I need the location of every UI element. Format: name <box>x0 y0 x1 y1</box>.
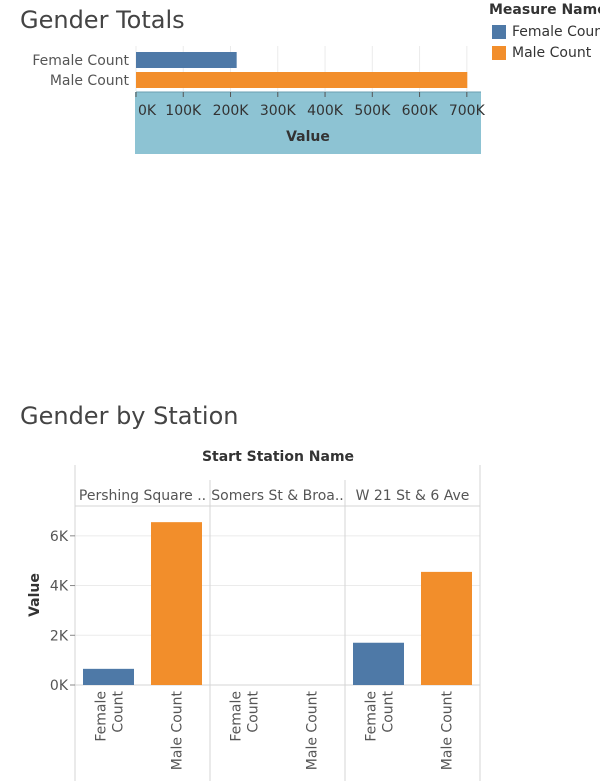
bar-station-2-female <box>353 642 404 685</box>
legend-item-female[interactable]: Female Count <box>492 24 600 40</box>
bar-station-0-male <box>151 522 202 685</box>
y-tick-label-2: 4K <box>50 579 69 595</box>
category-label-male: Male Count <box>50 73 130 89</box>
legend-label-male: Male Count <box>512 45 592 61</box>
x-tick-label-7: 700K <box>449 103 486 119</box>
legend-title: Measure Names <box>489 2 600 18</box>
category-label-station-2-male: Male Count <box>440 690 456 770</box>
x-tick-label-2: 200K <box>213 103 250 119</box>
category-label-female: Female Count <box>32 53 129 69</box>
x-axis-band <box>135 92 481 154</box>
bar-station-2-male <box>421 571 472 685</box>
x-tick-label-5: 500K <box>354 103 391 119</box>
x-tick-label-0: 0K <box>138 103 157 119</box>
legend-swatch-female <box>492 25 506 39</box>
category-label-station-2-female: FemaleCount <box>364 690 397 741</box>
gender-by-station-chart: Start Station Name Pershing Square .. Some… <box>27 449 481 781</box>
y-axis-title: Value <box>27 573 43 617</box>
x-axis-title: Value <box>286 129 330 145</box>
gender-totals-chart: Female Count Male Count 0K 100K 200K 300K 400K… <box>32 46 486 154</box>
legend-label-female: Female Count <box>512 24 600 40</box>
y-tick-label-1: 2K <box>50 628 69 644</box>
category-label-station-1-female: FemaleCount <box>229 690 262 741</box>
x-tick-label-6: 600K <box>402 103 439 119</box>
station-header-0: Pershing Square .. <box>79 488 206 504</box>
y-tick-label-0: 0K <box>50 678 69 694</box>
category-label-station-0-female: FemaleCount <box>94 690 127 741</box>
category-label-station-0-male: Male Count <box>170 690 186 770</box>
bar-female-total <box>136 52 237 68</box>
column-header-title: Start Station Name <box>202 449 354 465</box>
station-header-2: W 21 St & 6 Ave <box>356 488 470 504</box>
gender-by-station-title: Gender by Station <box>20 402 239 430</box>
gender-totals-title: Gender Totals <box>20 6 185 34</box>
legend-swatch-male <box>492 46 506 60</box>
legend-item-male[interactable]: Male Count <box>492 45 591 61</box>
y-tick-label-3: 6K <box>50 529 69 545</box>
category-label-station-1-male: Male Count <box>305 690 321 770</box>
bar-male-total <box>136 72 468 88</box>
bar-station-0-female <box>83 668 134 685</box>
station-header-1: Somers St & Broa.. <box>211 488 344 504</box>
x-tick-label-1: 100K <box>165 103 202 119</box>
x-tick-label-4: 400K <box>307 103 344 119</box>
x-tick-label-3: 300K <box>260 103 297 119</box>
